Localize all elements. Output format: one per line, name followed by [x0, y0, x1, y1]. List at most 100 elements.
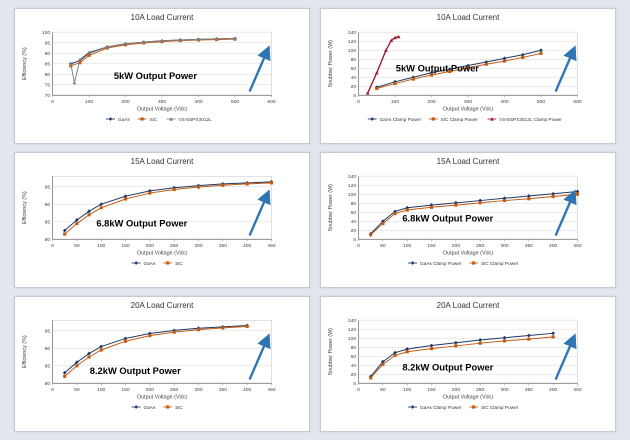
- x-tick-label: 200: [452, 387, 460, 393]
- x-tick-label: 250: [170, 387, 178, 393]
- y-tick-label: 20: [351, 228, 357, 234]
- series-marker: [454, 344, 458, 348]
- y-tick-label: 140: [348, 174, 356, 180]
- series-marker: [166, 261, 170, 265]
- series-marker: [381, 221, 385, 226]
- series-marker: [484, 62, 488, 66]
- y-tick-label: 20: [351, 372, 357, 378]
- series-marker: [381, 362, 385, 366]
- y-tick-label: 80: [351, 345, 357, 351]
- chart-title: 15A Load Current: [130, 157, 194, 166]
- series-marker: [160, 38, 164, 43]
- x-tick-label: 300: [158, 99, 166, 105]
- series-marker: [78, 61, 82, 65]
- y-tick-label: 120: [348, 327, 356, 333]
- series-marker: [393, 212, 397, 216]
- series-marker: [148, 334, 152, 338]
- y-tick-label: 85: [45, 220, 51, 226]
- x-tick-label: 400: [549, 387, 557, 393]
- x-tick-label: 300: [194, 243, 202, 249]
- x-tick-label: 100: [403, 387, 411, 393]
- legend-label: SiC: [175, 261, 183, 267]
- x-tick-label: 250: [170, 243, 178, 249]
- series-marker: [78, 57, 82, 62]
- arrow-icon: [554, 45, 577, 93]
- chart-panel-efficiency-15a: 15A Load Current 80 85 90 95 0 50 100 150 200 250…: [14, 152, 310, 288]
- series-marker: [393, 35, 397, 40]
- x-tick-label: 450: [573, 387, 581, 393]
- chart-panel-snubber-15a: 15A Load Current 0 20 40 60 80 100 120 140 0 50 10…: [320, 152, 616, 288]
- series-marker: [478, 201, 482, 205]
- y-axis-label: Snubber Power (W): [328, 328, 334, 376]
- chart-panel-efficiency-10a: 10A Load Current 70 75 80 85 90 95 100 0 100 200 3…: [14, 8, 310, 144]
- x-axis-label: Output Voltage (Vdc): [443, 395, 493, 401]
- plot-area: [52, 175, 272, 240]
- x-tick-label: 500: [537, 99, 545, 105]
- series-marker: [472, 261, 476, 265]
- series-marker: [134, 261, 138, 265]
- series-marker: [196, 37, 201, 41]
- x-axis-label: Output Voltage (Vdc): [137, 395, 187, 401]
- x-tick-label: 150: [427, 387, 435, 393]
- series-marker: [245, 324, 249, 329]
- y-tick-label: 60: [351, 210, 357, 216]
- chart-svg: 0 20 40 60 80 100 120 140 0 100 200 300 400 500 600 5kW…: [328, 30, 582, 123]
- series-marker: [166, 405, 170, 409]
- chart-title: 10A Load Current: [130, 13, 194, 22]
- series-line: [370, 336, 554, 379]
- x-tick-label: 300: [500, 243, 508, 249]
- series-marker: [99, 202, 104, 207]
- legend: GaAs SiC: [131, 405, 183, 411]
- series-marker: [370, 117, 375, 121]
- arrow-icon: [248, 189, 271, 237]
- chart-canvas: 0 20 40 60 80 100 120 140 0 50 100 150 200 250 300 350 4…: [325, 311, 611, 430]
- x-tick-label: 250: [476, 387, 484, 393]
- series-marker: [384, 48, 388, 52]
- series-marker: [99, 206, 103, 210]
- legend-label: GaAs Clamp Power: [380, 117, 422, 123]
- legend-label: SiC Clamp Power: [481, 405, 519, 411]
- x-tick-label: 300: [194, 387, 202, 393]
- x-tick-label: 150: [121, 243, 129, 249]
- annotation-label: 6.8kW Output Power: [402, 214, 493, 224]
- series-marker: [429, 347, 434, 351]
- y-tick-label: 0: [353, 93, 356, 99]
- x-tick-label: 250: [476, 243, 484, 249]
- y-tick-label: 90: [45, 51, 51, 57]
- chart-svg: 80 85 90 95 0 50 100 150 200 250 300 350 400 450 8.2kW…: [22, 319, 276, 411]
- legend: GaAs Clamp Power SiC Clamp Power VS-E5PX30…: [367, 117, 562, 123]
- chart-svg: 70 75 80 85 90 95 100 0 100 200 300 400 500 600 5kW Ou…: [22, 30, 276, 123]
- x-tick-label: 100: [85, 99, 93, 105]
- x-tick-label: 600: [267, 99, 275, 105]
- legend: GaAs Clamp Power SiC Clamp Power: [408, 261, 519, 267]
- x-tick-label: 100: [403, 243, 411, 249]
- series-marker: [472, 405, 476, 409]
- series-marker: [431, 117, 435, 121]
- series-line: [64, 326, 248, 377]
- arrow-icon: [554, 189, 577, 237]
- y-tick-label: 100: [348, 336, 356, 342]
- y-tick-label: 80: [45, 237, 51, 243]
- x-tick-label: 0: [51, 387, 54, 393]
- arrow-icon: [248, 333, 271, 381]
- y-tick-label: 60: [351, 354, 357, 360]
- series-marker: [520, 52, 525, 57]
- x-tick-label: 350: [219, 387, 227, 393]
- series-marker: [87, 213, 91, 217]
- x-tick-label: 450: [267, 243, 275, 249]
- series-line: [70, 38, 235, 83]
- chart-title: 20A Load Current: [130, 301, 194, 310]
- series-marker: [526, 333, 531, 338]
- chart-title: 10A Load Current: [436, 13, 500, 22]
- y-axis-label: Efficiency (%): [22, 47, 28, 80]
- y-tick-label: 85: [45, 62, 51, 68]
- series-marker: [108, 117, 113, 121]
- series-marker: [62, 370, 67, 375]
- y-axis-label: Efficiency (%): [22, 335, 28, 368]
- y-tick-label: 95: [45, 184, 51, 190]
- arrow-icon: [248, 45, 271, 93]
- series-marker: [221, 183, 225, 187]
- x-tick-label: 400: [243, 243, 251, 249]
- x-tick-label: 200: [121, 99, 129, 105]
- series-marker: [68, 61, 73, 66]
